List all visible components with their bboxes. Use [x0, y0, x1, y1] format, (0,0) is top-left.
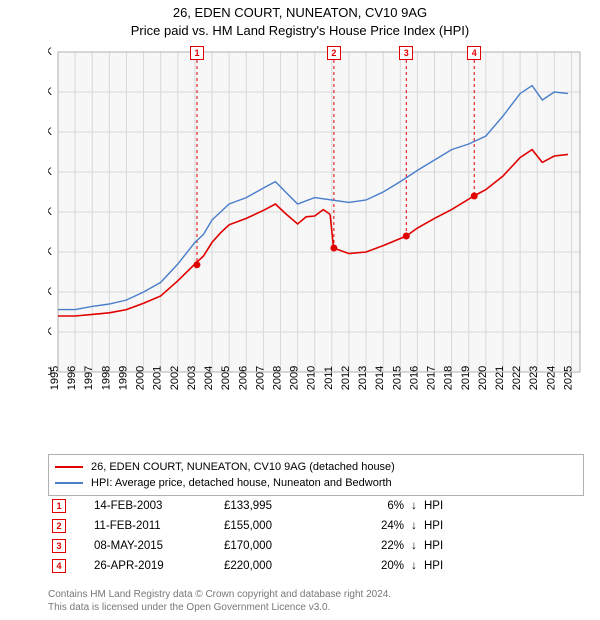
x-tick-label: 2009 — [289, 366, 301, 390]
y-tick-label: £50K — [48, 326, 53, 338]
x-tick-label: 2001 — [152, 366, 164, 390]
tx-date: 08-MAY-2015 — [94, 540, 224, 552]
title-subtitle: Price paid vs. HM Land Registry's House … — [0, 22, 600, 40]
legend-row: HPI: Average price, detached house, Nune… — [55, 475, 577, 491]
x-tick-label: 2022 — [511, 366, 523, 390]
x-tick-label: 1996 — [66, 366, 78, 390]
x-tick-label: 2020 — [477, 366, 489, 390]
legend-label: 26, EDEN COURT, NUNEATON, CV10 9AG (deta… — [91, 461, 395, 473]
tx-price: £170,000 — [224, 540, 344, 552]
marker-dot — [471, 193, 478, 200]
x-tick-label: 2018 — [443, 366, 455, 390]
x-tick-label: 1995 — [49, 366, 61, 390]
y-tick-label: £100K — [48, 286, 53, 298]
marker-dot — [193, 261, 200, 268]
legend-box: 26, EDEN COURT, NUNEATON, CV10 9AG (deta… — [48, 454, 584, 496]
x-tick-label: 2012 — [340, 366, 352, 390]
marker-number-box: 4 — [467, 46, 481, 60]
tx-hpi-label: HPI — [424, 560, 464, 572]
tx-price: £133,995 — [224, 500, 344, 512]
y-tick-label: £250K — [48, 166, 53, 178]
x-tick-label: 2004 — [203, 366, 215, 390]
tx-marker-box: 3 — [52, 539, 66, 553]
legend-swatch — [55, 466, 83, 468]
tx-date: 26-APR-2019 — [94, 560, 224, 572]
footer-line1: Contains HM Land Registry data © Crown c… — [48, 588, 584, 601]
legend-row: 26, EDEN COURT, NUNEATON, CV10 9AG (deta… — [55, 459, 577, 475]
marker-dot — [403, 233, 410, 240]
title-address: 26, EDEN COURT, NUNEATON, CV10 9AG — [0, 4, 600, 22]
y-tick-label: £200K — [48, 206, 53, 218]
tx-date: 11-FEB-2011 — [94, 520, 224, 532]
x-tick-label: 1999 — [117, 366, 129, 390]
y-tick-label: £150K — [48, 246, 53, 258]
tx-date: 14-FEB-2003 — [94, 500, 224, 512]
marker-number-box: 3 — [399, 46, 413, 60]
x-tick-label: 2014 — [374, 366, 386, 390]
tx-price: £220,000 — [224, 560, 344, 572]
x-tick-label: 2003 — [186, 366, 198, 390]
transaction-row: 2 11-FEB-2011£155,00024%↓HPI — [48, 516, 584, 536]
legend-label: HPI: Average price, detached house, Nune… — [91, 477, 392, 489]
x-tick-label: 2023 — [528, 366, 540, 390]
x-tick-label: 2019 — [460, 366, 472, 390]
x-tick-label: 2024 — [545, 366, 557, 390]
y-tick-label: £350K — [48, 86, 53, 98]
chart-title-block: 26, EDEN COURT, NUNEATON, CV10 9AG Price… — [0, 0, 600, 39]
down-arrow-icon: ↓ — [404, 540, 424, 552]
marker-number-box: 2 — [327, 46, 341, 60]
tx-price: £155,000 — [224, 520, 344, 532]
marker-dot — [330, 245, 337, 252]
tx-pct: 24% — [344, 520, 404, 532]
x-tick-label: 2013 — [357, 366, 369, 390]
x-tick-label: 2007 — [254, 366, 266, 390]
down-arrow-icon: ↓ — [404, 520, 424, 532]
chart-area: £0£50K£100K£150K£200K£250K£300K£350K£400… — [48, 46, 584, 420]
x-tick-label: 2000 — [135, 366, 147, 390]
tx-hpi-label: HPI — [424, 540, 464, 552]
tx-hpi-label: HPI — [424, 520, 464, 532]
x-tick-label: 2002 — [169, 366, 181, 390]
tx-marker-box: 2 — [52, 519, 66, 533]
footer-attribution: Contains HM Land Registry data © Crown c… — [48, 588, 584, 614]
transactions-table: 114-FEB-2003£133,9956%↓HPI211-FEB-2011£1… — [48, 496, 584, 576]
transaction-row: 1 14-FEB-2003£133,9956%↓HPI — [48, 496, 584, 516]
marker-number-box: 1 — [190, 46, 204, 60]
y-tick-label: £400K — [48, 46, 53, 58]
x-tick-label: 2008 — [271, 366, 283, 390]
legend-swatch — [55, 482, 83, 484]
down-arrow-icon: ↓ — [404, 500, 424, 512]
x-tick-label: 2005 — [220, 366, 232, 390]
x-tick-label: 1998 — [100, 366, 112, 390]
x-tick-label: 2006 — [237, 366, 249, 390]
x-tick-label: 2015 — [391, 366, 403, 390]
tx-marker-box: 1 — [52, 499, 66, 513]
transaction-row: 3 08-MAY-2015£170,00022%↓HPI — [48, 536, 584, 556]
x-tick-label: 2010 — [306, 366, 318, 390]
x-tick-label: 2021 — [494, 366, 506, 390]
tx-hpi-label: HPI — [424, 500, 464, 512]
x-tick-label: 2016 — [408, 366, 420, 390]
x-tick-label: 2017 — [426, 366, 438, 390]
tx-marker-box: 4 — [52, 559, 66, 573]
tx-pct: 20% — [344, 560, 404, 572]
x-tick-label: 1997 — [83, 366, 95, 390]
transaction-row: 4 26-APR-2019£220,00020%↓HPI — [48, 556, 584, 576]
tx-pct: 22% — [344, 540, 404, 552]
chart-svg: £0£50K£100K£150K£200K£250K£300K£350K£400… — [48, 46, 584, 420]
y-tick-label: £300K — [48, 126, 53, 138]
x-tick-label: 2011 — [323, 366, 335, 390]
footer-line2: This data is licensed under the Open Gov… — [48, 601, 584, 614]
down-arrow-icon: ↓ — [404, 560, 424, 572]
tx-pct: 6% — [344, 500, 404, 512]
x-tick-label: 2025 — [562, 366, 574, 390]
